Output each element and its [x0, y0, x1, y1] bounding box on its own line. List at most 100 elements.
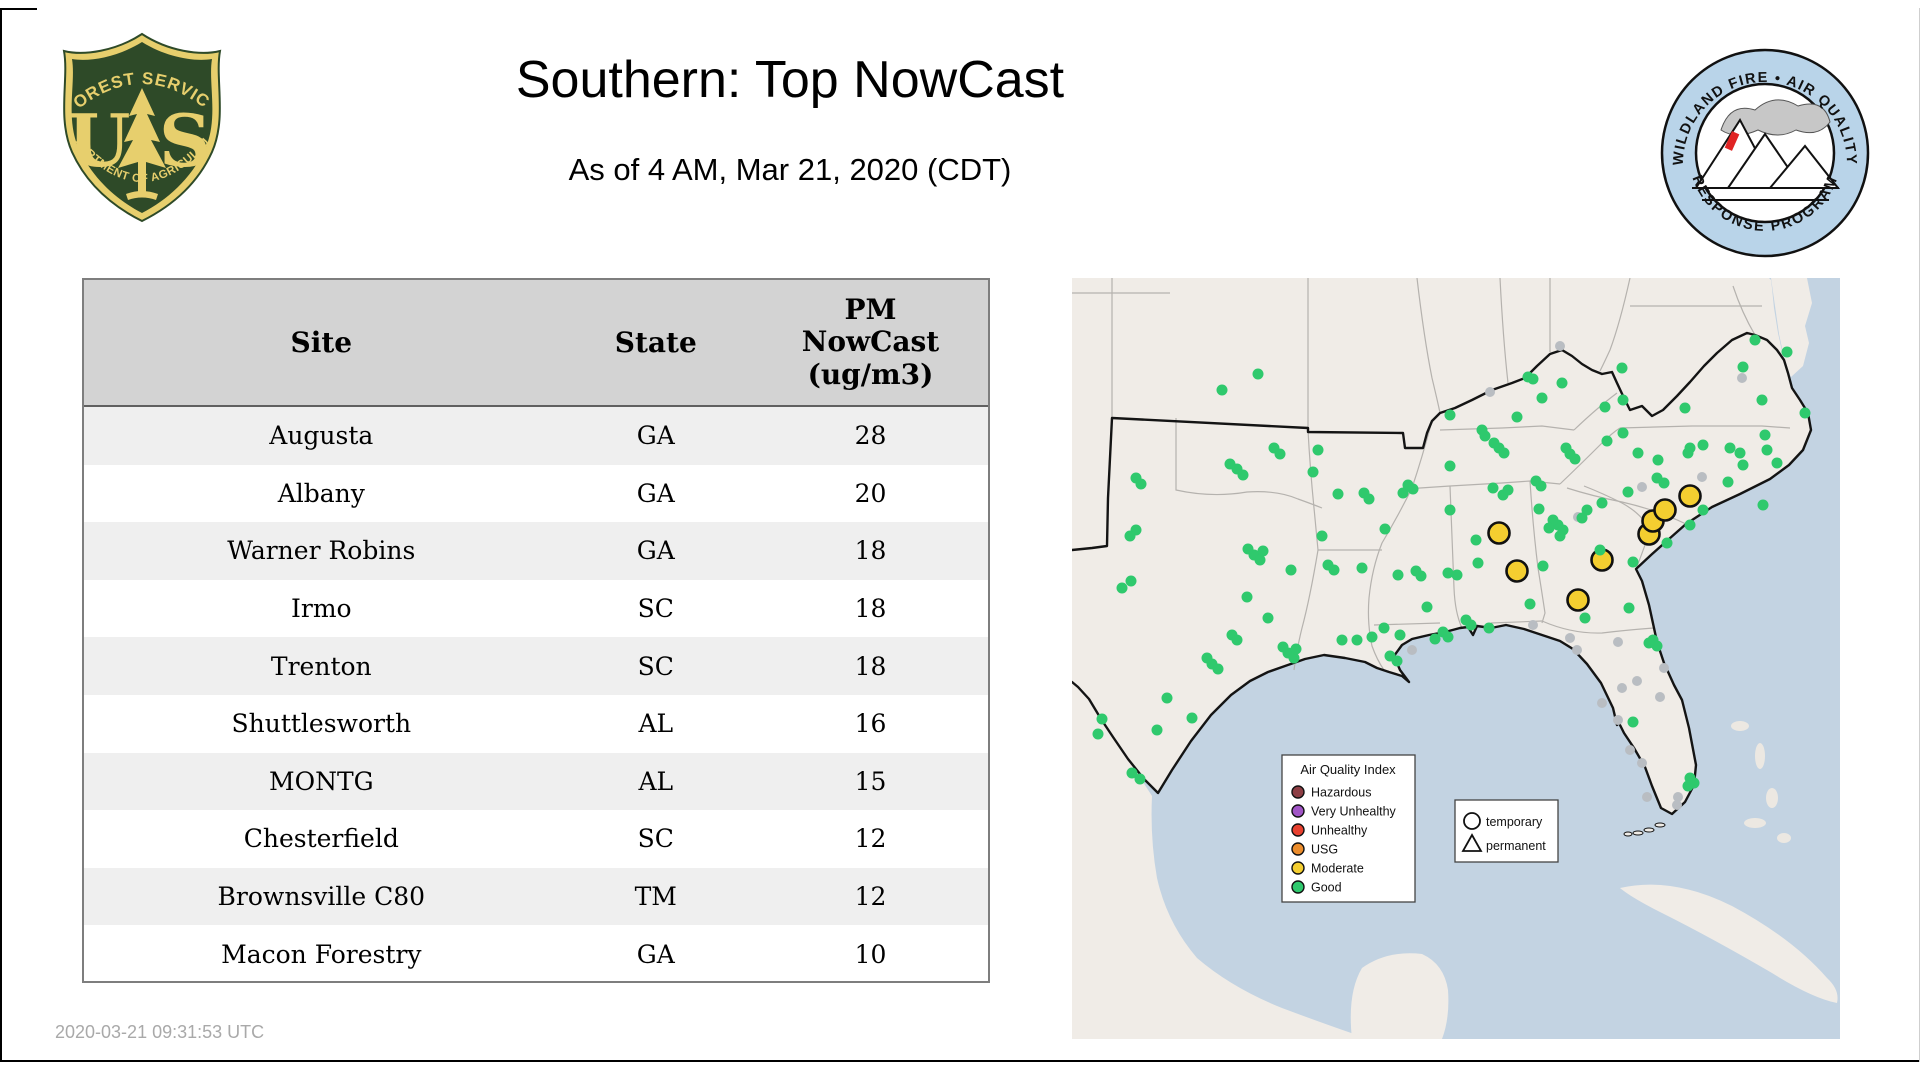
monitor-dot-good [1535, 480, 1547, 492]
monitor-dot-good [1151, 724, 1163, 736]
monitor-dot-inactive [1597, 698, 1607, 708]
wfaqrp-seal-icon: WILDLAND FIRE • AIR QUALITY RESPONSE PRO… [1660, 48, 1870, 258]
cell-pm: 15 [854, 766, 887, 796]
cell-pm: 16 [854, 709, 887, 739]
monitor-dot-good [1734, 447, 1746, 459]
map-yucatan [1350, 953, 1449, 1039]
map-state-lines-region [1175, 392, 1791, 671]
cell-pm: 18 [854, 651, 887, 681]
cell-pm: 10 [854, 939, 887, 969]
page-title: Southern: Top NowCast [515, 51, 1065, 109]
cell-site: MONTG [268, 766, 374, 796]
monitor-dot-inactive [1528, 620, 1538, 630]
generated-timestamp: 2020-03-21 09:31:53 UTC [55, 1022, 265, 1042]
legend-label: USG [1311, 843, 1338, 857]
monitor-dot-good [1737, 459, 1749, 471]
monitor-dot-good [1254, 554, 1266, 566]
monitor-dot-good [1212, 663, 1224, 675]
monitor-dot-good [1556, 377, 1568, 389]
monitor-dot-good [1290, 643, 1302, 655]
good-monitor-dots [1092, 334, 1811, 792]
monitor-dot-inactive [1672, 800, 1682, 810]
monitor-dot-good [1756, 394, 1768, 406]
monitor-dot-good [1771, 457, 1783, 469]
column-header-state: State [614, 326, 697, 359]
monitor-dot-good [1697, 439, 1709, 451]
monitor-dot-good [1394, 629, 1406, 641]
legend-label: Moderate [1311, 862, 1364, 876]
monitor-dot-good [1116, 582, 1128, 594]
monitor-dot-good [1216, 384, 1228, 396]
legend-label: Very Unhealthy [1311, 805, 1397, 819]
monitor-dot-inactive [1737, 373, 1747, 383]
monitor-dot-good [1201, 652, 1213, 664]
cell-state: GA [636, 939, 675, 969]
monitor-dot-moderate-chesterfield [1678, 484, 1702, 508]
monitor-dot-good [1537, 560, 1549, 572]
monitor-dot-good [1682, 447, 1694, 459]
temporary-marker-icon [1463, 812, 1481, 830]
nowcast-table: Site State PM NowCast (ug/m3) Augusta GA 2… [82, 278, 990, 983]
cell-state: TM [634, 882, 677, 912]
monitor-dot-good [1161, 692, 1173, 704]
monitor-dot-good [1470, 534, 1482, 546]
legend-swatch-hazardous [1291, 785, 1305, 799]
monitor-dot-inactive [1697, 472, 1707, 482]
monitor-dot-good [1442, 631, 1454, 643]
monitor-dot-good [1336, 634, 1348, 646]
monitor-dot-good [1502, 484, 1514, 496]
monitor-dot-good [1643, 637, 1655, 649]
monitor-dot-good [1596, 497, 1608, 509]
monitor-dot-good [1328, 564, 1340, 576]
cell-site: Irmo [291, 594, 352, 624]
monitor-dot-good [1186, 712, 1198, 724]
cell-pm: 20 [854, 478, 887, 508]
marker-type-key: temporary permanent [1454, 799, 1559, 863]
monitor-dot-good [1599, 401, 1611, 413]
monitor-dot-good [1237, 469, 1249, 481]
monitor-dot-good [1465, 619, 1477, 631]
monitor-dot-good [1421, 601, 1433, 613]
aqi-legend: Air Quality Index Hazardous Very Unhealth… [1281, 754, 1416, 903]
monitor-dot-inactive [1655, 692, 1665, 702]
cell-pm: 12 [854, 882, 887, 912]
monitor-map: Air Quality Index Hazardous Very Unhealth… [1072, 278, 1840, 1039]
monitor-dot-good [1527, 373, 1539, 385]
cell-site: Chesterfield [243, 824, 399, 854]
legend-label: Hazardous [1311, 786, 1371, 800]
cell-pm: 28 [854, 421, 887, 451]
monitor-dot-good [1697, 504, 1709, 516]
monitor-dot-good [1533, 503, 1545, 515]
monitor-dot-good [1257, 545, 1269, 557]
monitor-dot-good [1366, 631, 1378, 643]
monitor-dot-good [1277, 641, 1289, 653]
monitor-dot-good [1231, 634, 1243, 646]
map-bahamas [1731, 721, 1791, 843]
table-row: Macon Forestry GA 10 [84, 925, 988, 983]
monitor-dot-good [1124, 530, 1136, 542]
legend-label: Good [1311, 881, 1342, 895]
monitor-dot-inactive [1407, 645, 1417, 655]
legend-label: Unhealthy [1311, 824, 1368, 838]
monitor-dot-good [1442, 567, 1454, 579]
legend-swatch-very-unhealthy [1291, 804, 1305, 818]
monitor-dot-good [1242, 543, 1254, 555]
monitor-dot-good [1524, 598, 1536, 610]
window-frame-left [0, 8, 2, 1062]
table-row: Shuttlesworth AL 16 [84, 695, 988, 753]
monitor-dot-good [1658, 477, 1670, 489]
legend-swatch-good [1291, 880, 1305, 894]
map-land [1072, 278, 1812, 814]
monitor-dot-good [1125, 575, 1137, 587]
cell-state: SC [637, 651, 674, 681]
monitor-dot-good [1444, 504, 1456, 516]
monitor-dot-good [1262, 612, 1274, 624]
map-region-boundary [1072, 331, 1813, 816]
monitor-dot-good [1488, 437, 1500, 449]
monitor-dot-good [1632, 447, 1644, 459]
monitor-dot-good [1759, 429, 1771, 441]
monitor-dot-good [1623, 602, 1635, 614]
monitor-dot-good [1392, 569, 1404, 581]
map-florida-keys [1623, 822, 1666, 837]
